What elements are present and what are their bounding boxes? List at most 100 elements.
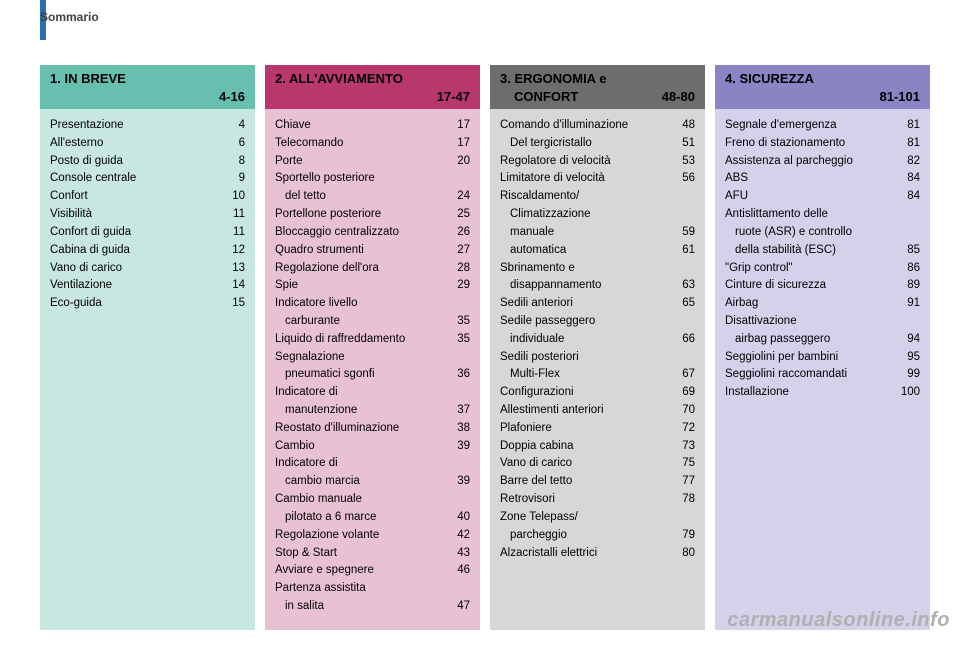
toc-row: Eco-guida15 (50, 295, 245, 313)
toc-row: Cinture di sicurezza89 (725, 277, 920, 295)
toc-row: Retrovisori78 (500, 491, 695, 509)
toc-row: Sportello posteriore (275, 170, 470, 188)
toc-row: Stop & Start43 (275, 545, 470, 563)
toc-label: Allestimenti anteriori (500, 402, 667, 420)
column-title: 2. ALL'AVVIAMENTO (275, 71, 470, 87)
column-header: 3. ERGONOMIA eCONFORT48-80 (490, 65, 705, 109)
toc-row: ruote (ASR) e controllo (725, 224, 920, 242)
toc-label: parcheggio (500, 527, 667, 545)
toc-row: Segnale d'emergenza81 (725, 117, 920, 135)
toc-row: Partenza assistita (275, 580, 470, 598)
toc-page: 26 (442, 224, 470, 242)
toc-label: Airbag (725, 295, 892, 313)
toc-row: del tetto24 (275, 188, 470, 206)
toc-page: 40 (442, 509, 470, 527)
toc-row: Indicatore livello (275, 295, 470, 313)
toc-label: Cambio manuale (275, 491, 442, 509)
toc-row: Limitatore di velocità56 (500, 170, 695, 188)
toc-row: Assistenza al parcheggio82 (725, 153, 920, 171)
toc-page: 65 (667, 295, 695, 313)
toc-row: Telecomando17 (275, 135, 470, 153)
toc-label: Assistenza al parcheggio (725, 153, 892, 171)
toc-page: 38 (442, 420, 470, 438)
toc-row: Posto di guida8 (50, 153, 245, 171)
toc-row: Visibilità11 (50, 206, 245, 224)
column-body: Presentazione4All'esterno6Posto di guida… (40, 109, 255, 630)
toc-label: Regolazione volante (275, 527, 442, 545)
toc-label: Console centrale (50, 170, 217, 188)
toc-label: Seggiolini raccomandati (725, 366, 892, 384)
toc-column: 2. ALL'AVVIAMENTO 17-47 Chiave17Telecomand… (265, 65, 480, 630)
toc-row: Cambio manuale (275, 491, 470, 509)
toc-row: Sedili posteriori (500, 349, 695, 367)
toc-row: Reostato d'illuminazione38 (275, 420, 470, 438)
toc-row: Installazione100 (725, 384, 920, 402)
toc-page: 48 (667, 117, 695, 135)
toc-row: Plafoniere72 (500, 420, 695, 438)
toc-row: cambio marcia39 (275, 473, 470, 491)
toc-row: parcheggio79 (500, 527, 695, 545)
toc-page: 89 (892, 277, 920, 295)
column-body: Chiave17Telecomando17Porte20Sportello po… (265, 109, 480, 630)
toc-label: Retrovisori (500, 491, 667, 509)
toc-page: 61 (667, 242, 695, 260)
toc-page: 79 (667, 527, 695, 545)
toc-page: 77 (667, 473, 695, 491)
toc-label: ruote (ASR) e controllo (725, 224, 892, 242)
toc-column: 4. SICUREZZA81-101Segnale d'emergenza81F… (715, 65, 930, 630)
toc-page: 20 (442, 153, 470, 171)
toc-page: 35 (442, 331, 470, 349)
columns-container: 1. IN BREVE4-16Presentazione4All'esterno… (40, 65, 930, 630)
column-title-line2: CONFORT (500, 89, 578, 105)
toc-row: manuale59 (500, 224, 695, 242)
toc-label: Indicatore livello (275, 295, 442, 313)
toc-row: AFU84 (725, 188, 920, 206)
toc-label: Avviare e spegnere (275, 562, 442, 580)
toc-page: 4 (217, 117, 245, 135)
toc-label: Disattivazione (725, 313, 892, 331)
toc-label: Stop & Start (275, 545, 442, 563)
toc-row: Zone Telepass/ (500, 509, 695, 527)
column-title: 3. ERGONOMIA e (500, 71, 695, 87)
toc-label: Spie (275, 277, 442, 295)
toc-row: Chiave17 (275, 117, 470, 135)
toc-page: 17 (442, 117, 470, 135)
column-range: 81-101 (725, 89, 920, 105)
toc-page: 94 (892, 331, 920, 349)
toc-page: 67 (667, 366, 695, 384)
toc-label: Eco-guida (50, 295, 217, 313)
toc-row: airbag passeggero94 (725, 331, 920, 349)
toc-page: 66 (667, 331, 695, 349)
toc-row: Climatizzazione (500, 206, 695, 224)
toc-page: 27 (442, 242, 470, 260)
toc-page: 24 (442, 188, 470, 206)
toc-page: 36 (442, 366, 470, 384)
column-range: 4-16 (50, 89, 245, 105)
toc-row: Alzacristalli elettrici80 (500, 545, 695, 563)
toc-row: della stabilità (ESC)85 (725, 242, 920, 260)
toc-row: Regolatore di velocità53 (500, 153, 695, 171)
toc-page: 91 (892, 295, 920, 313)
toc-label: "Grip control" (725, 260, 892, 278)
toc-row: automatica61 (500, 242, 695, 260)
section-tab: Sommario (40, 10, 99, 24)
toc-label: Partenza assistita (275, 580, 442, 598)
toc-row: Allestimenti anteriori70 (500, 402, 695, 420)
column-range: 17-47 (275, 89, 470, 105)
toc-row: Portellone posteriore25 (275, 206, 470, 224)
toc-row: Ventilazione14 (50, 277, 245, 295)
toc-label: Doppia cabina (500, 438, 667, 456)
toc-row: individuale66 (500, 331, 695, 349)
toc-label: Seggiolini per bambini (725, 349, 892, 367)
toc-page: 63 (667, 277, 695, 295)
column-body: Comando d'illuminazione48Del tergicrista… (490, 109, 705, 630)
toc-label: AFU (725, 188, 892, 206)
toc-page: 51 (667, 135, 695, 153)
toc-row: carburante35 (275, 313, 470, 331)
toc-page: 28 (442, 260, 470, 278)
toc-label: individuale (500, 331, 667, 349)
toc-label: carburante (275, 313, 442, 331)
toc-row: Regolazione dell'ora28 (275, 260, 470, 278)
toc-page: 10 (217, 188, 245, 206)
page-container: 1. IN BREVE4-16Presentazione4All'esterno… (0, 0, 960, 650)
